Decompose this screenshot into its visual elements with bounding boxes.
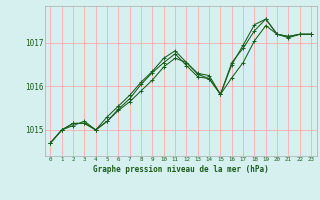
X-axis label: Graphe pression niveau de la mer (hPa): Graphe pression niveau de la mer (hPa) (93, 165, 269, 174)
